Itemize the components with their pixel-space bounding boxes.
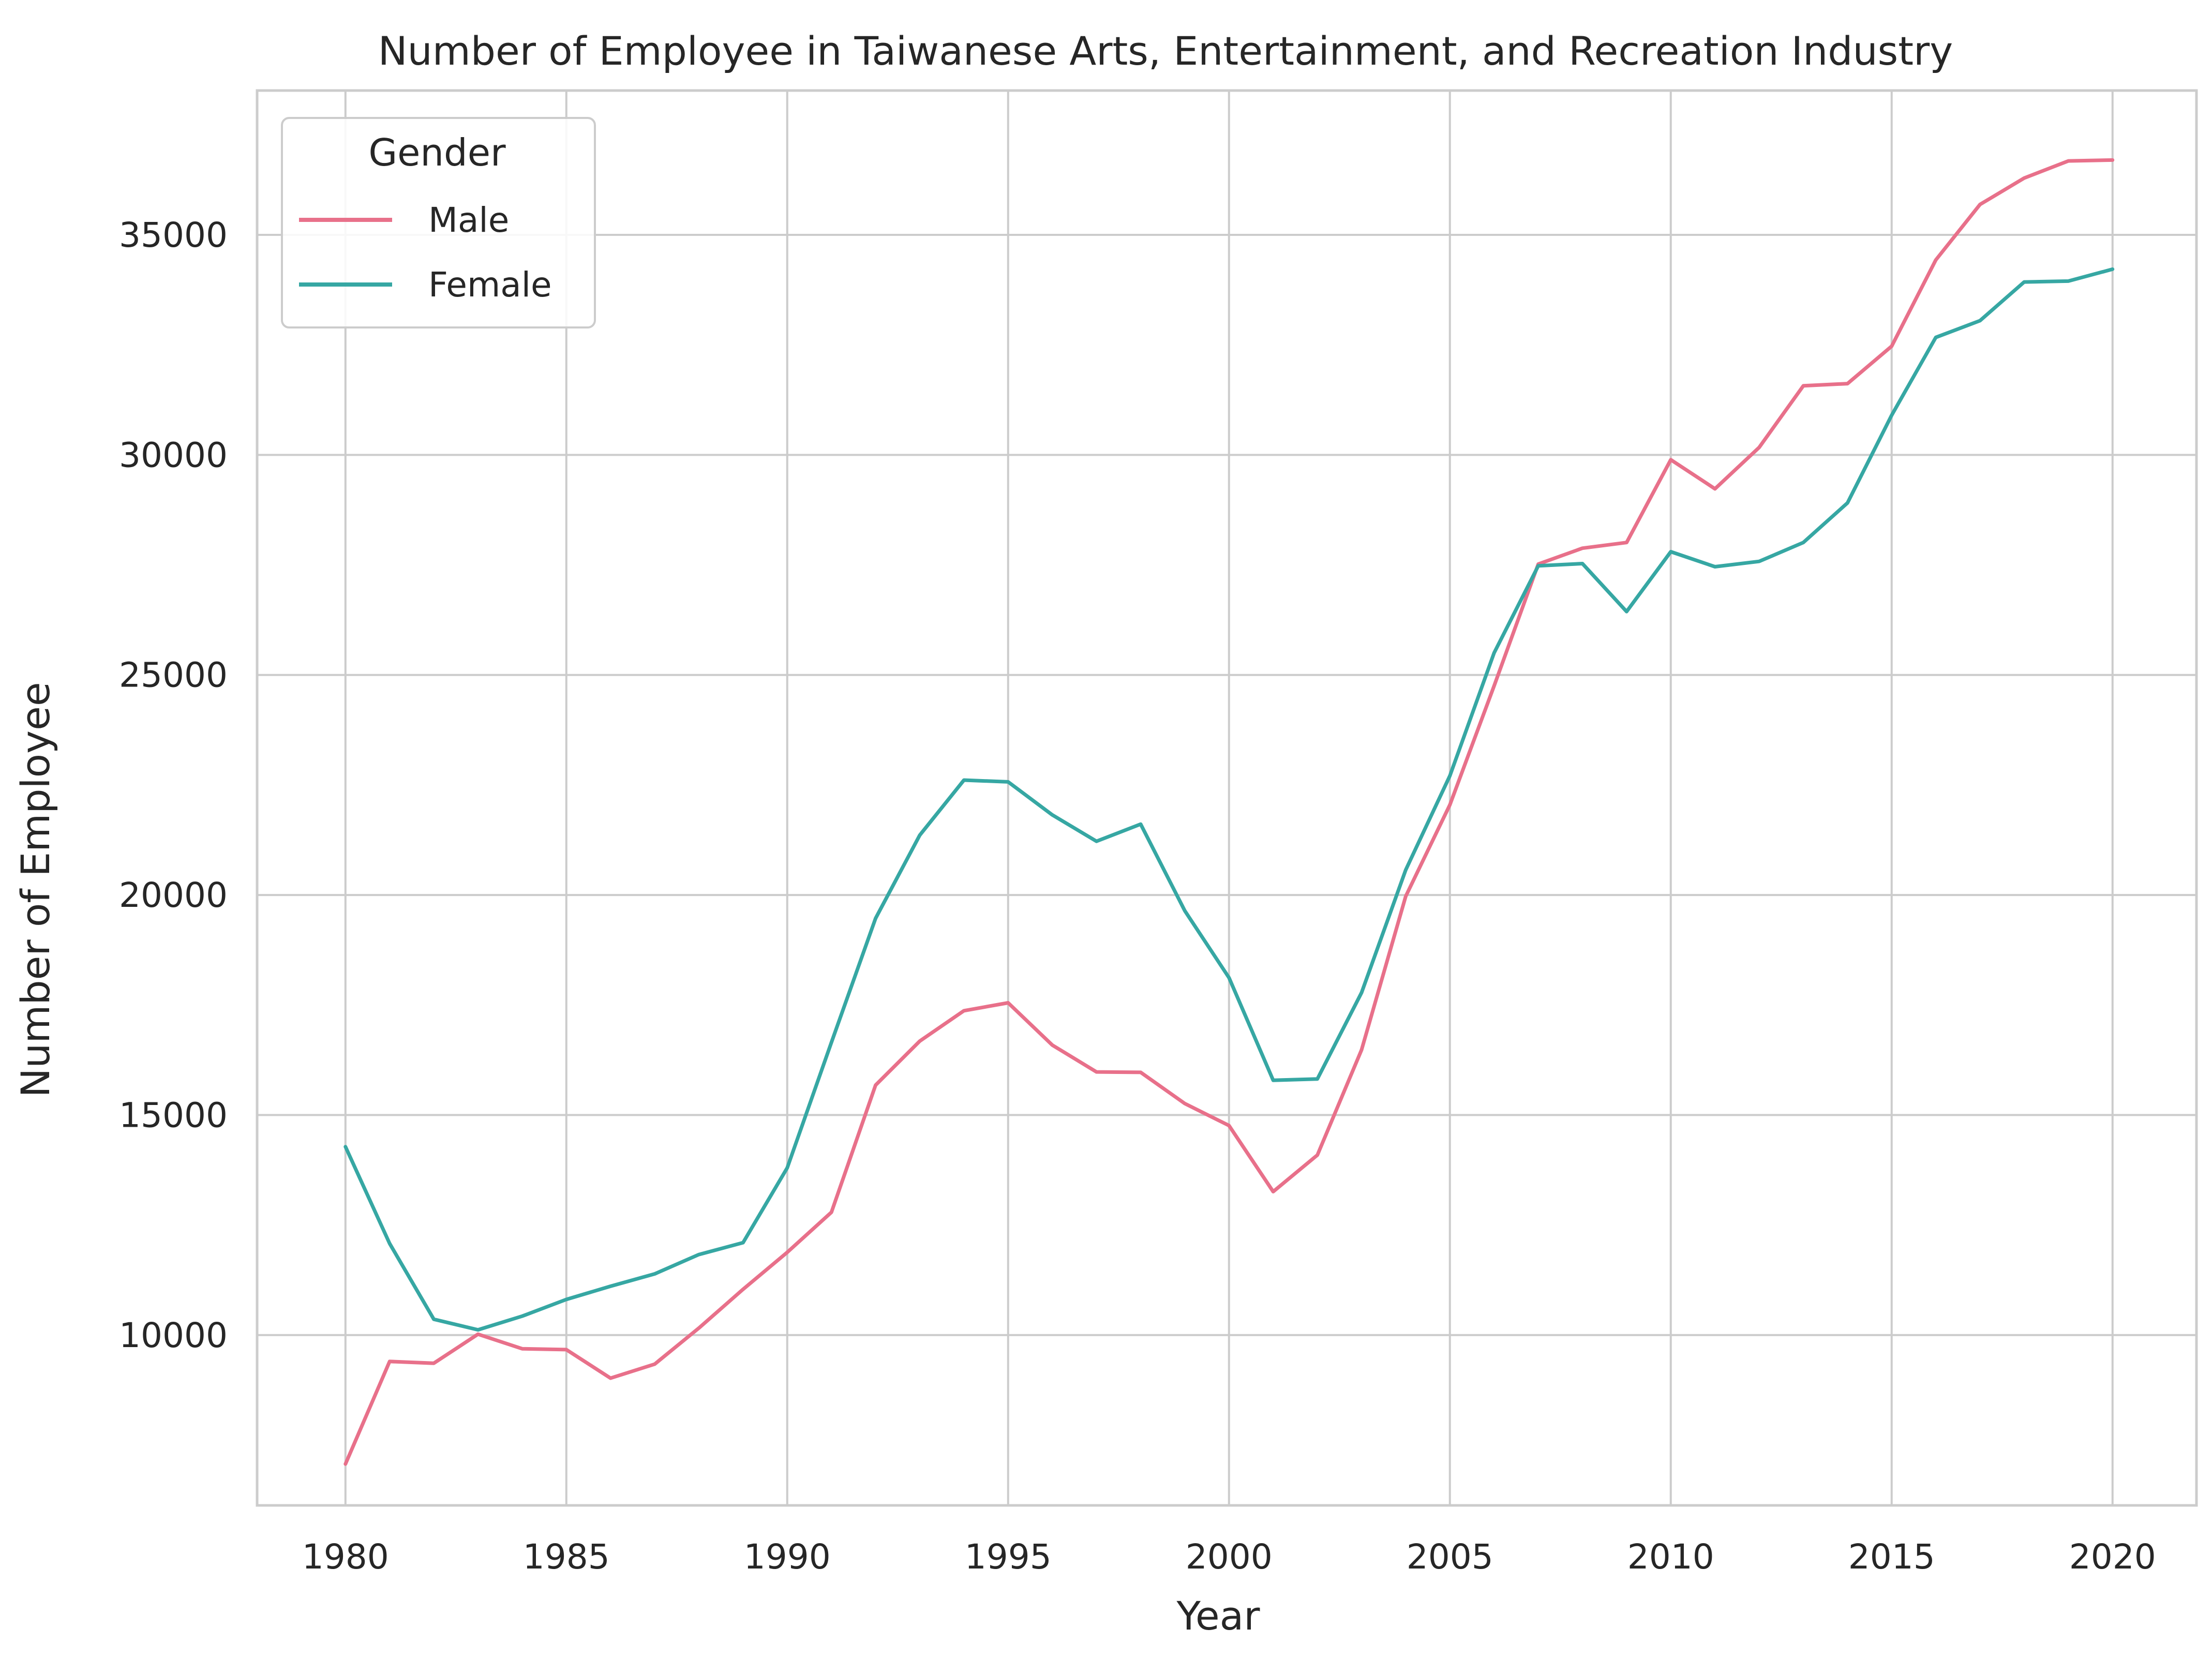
x-axis-label: Year — [1176, 1593, 1261, 1639]
series-lines — [343, 158, 2115, 1466]
legend-title: Gender — [368, 131, 506, 174]
x-tick-label: 1985 — [523, 1537, 610, 1577]
y-tick-label: 20000 — [119, 875, 228, 915]
chart-title: Number of Employee in Taiwanese Arts, En… — [378, 28, 1953, 74]
legend-label-female: Female — [428, 265, 552, 305]
legend-box — [281, 117, 596, 328]
plot-frame — [256, 89, 2198, 1507]
x-tick-label: 2015 — [1848, 1537, 1935, 1577]
y-tick-label: 10000 — [119, 1316, 228, 1355]
series-line-male — [343, 158, 2115, 1466]
legend: Gender Male Female — [281, 117, 596, 328]
tick-labels: 1980 1985 1990 1995 2000 2005 2010 2015 2020 1000… — [119, 215, 2156, 1577]
x-tick-label: 2020 — [2069, 1537, 2156, 1577]
x-tick-label: 2000 — [1186, 1537, 1273, 1577]
y-axis-label: Number of Employee — [12, 682, 58, 1097]
series-line-female — [343, 267, 2115, 1332]
x-tick-label: 2005 — [1407, 1537, 1493, 1577]
y-tick-label: 25000 — [119, 655, 228, 695]
x-tick-label: 1980 — [302, 1537, 389, 1577]
grid — [257, 91, 2196, 1505]
x-tick-label: 1990 — [744, 1537, 831, 1577]
x-tick-label: 2010 — [1627, 1537, 1714, 1577]
legend-label-male: Male — [428, 200, 509, 240]
y-tick-label: 30000 — [119, 435, 228, 475]
x-tick-label: 1995 — [965, 1537, 1052, 1577]
y-tick-label: 15000 — [119, 1095, 228, 1135]
y-tick-label: 35000 — [119, 215, 228, 255]
